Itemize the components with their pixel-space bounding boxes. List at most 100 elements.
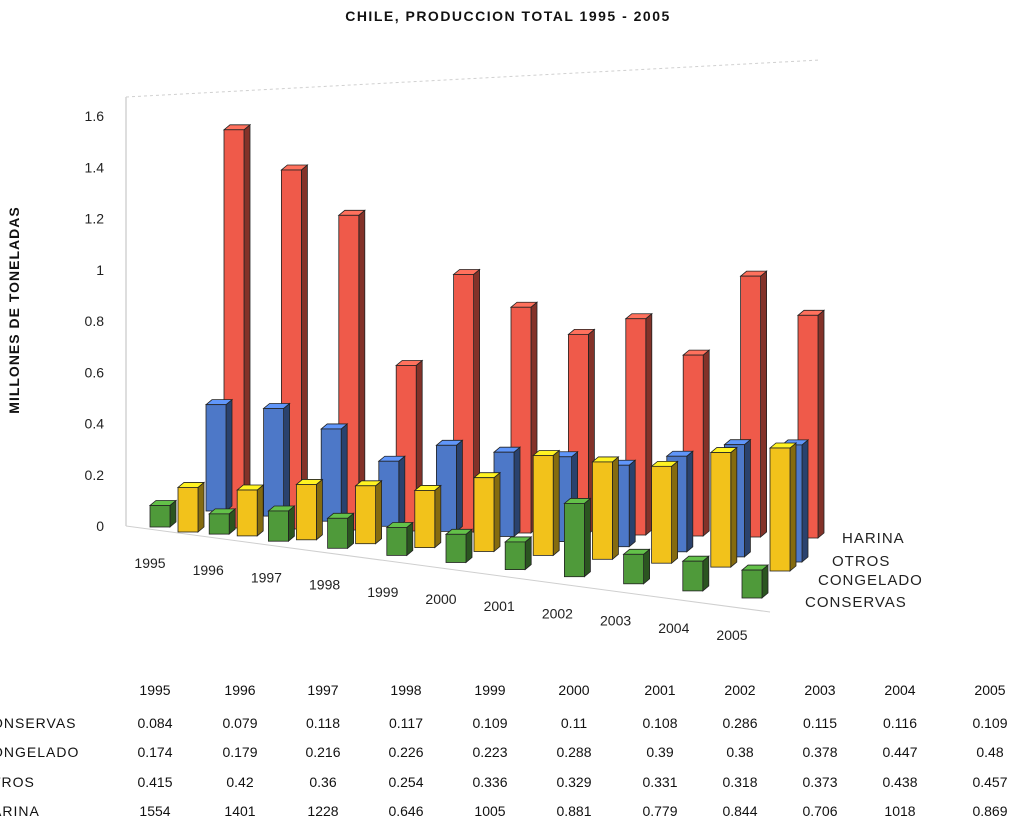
- bar-side: [434, 484, 442, 549]
- bar-conservas-1999: [385, 521, 414, 557]
- bar-conservas-2004: [681, 555, 710, 592]
- x-tick-label: 2003: [600, 613, 631, 629]
- table-cell: 0.286: [722, 715, 758, 731]
- bar-congelado-1996: [236, 484, 265, 537]
- bar-otros-1995: [204, 398, 234, 512]
- bar-congelado-2002: [591, 456, 620, 561]
- bar-side: [789, 442, 797, 572]
- bar-side: [524, 536, 532, 571]
- bar-side: [760, 270, 767, 538]
- bar-side: [493, 471, 501, 553]
- bar-side: [686, 450, 694, 553]
- bar-side: [347, 512, 355, 550]
- bar-front: [205, 404, 227, 512]
- bar-side: [256, 484, 264, 537]
- table-cell: 1005: [474, 803, 506, 819]
- series-depth-label: OTROS: [832, 553, 890, 570]
- x-tick-label: 1995: [134, 555, 165, 571]
- x-tick-label: 2002: [542, 605, 573, 621]
- table-cell: 0.39: [646, 744, 674, 760]
- table-row-label: ONSERVAS: [0, 715, 77, 731]
- x-tick-label: 2000: [425, 591, 456, 607]
- bar-side: [744, 438, 751, 558]
- bar-front: [320, 428, 342, 522]
- series-depth-label: CONGELADO: [818, 572, 923, 589]
- table-cell: 0.117: [389, 715, 423, 731]
- table-cell: 0.216: [305, 744, 341, 760]
- bar-side: [398, 455, 406, 528]
- bar-side: [730, 446, 738, 568]
- table-cell: 0.844: [722, 803, 758, 819]
- x-tick-label: 1998: [309, 577, 340, 593]
- table-cell: 1401: [224, 803, 256, 819]
- bar-front: [710, 452, 732, 568]
- y-tick-label: 1.6: [85, 108, 105, 124]
- bar-front: [149, 505, 171, 528]
- table-cell: 0.329: [556, 774, 592, 790]
- table-cell: 0.869: [972, 803, 1008, 819]
- y-tick-label: 0.2: [85, 467, 105, 483]
- bar-side: [513, 446, 521, 538]
- bar-conservas-1997: [267, 505, 296, 543]
- bar-front: [769, 447, 791, 572]
- bar-front: [208, 513, 230, 535]
- table-header-cell: 2000: [558, 682, 590, 698]
- table-cell: 0.336: [472, 774, 508, 790]
- bar-side: [628, 459, 636, 548]
- bar-side: [406, 521, 414, 557]
- bar-front: [473, 477, 495, 552]
- bar-congelado-1995: [176, 481, 206, 533]
- bar-conservas-1996: [208, 508, 237, 535]
- table-cell: 0.116: [883, 715, 917, 731]
- bar-side: [287, 505, 295, 543]
- bar-front: [355, 485, 377, 545]
- bar-side: [801, 439, 809, 563]
- table-cell: 0.084: [137, 715, 173, 731]
- bar-conservas-2003: [622, 548, 651, 585]
- bar-side: [465, 528, 473, 564]
- bar-front: [263, 408, 285, 517]
- x-tick-label: 1996: [193, 562, 224, 578]
- bar-front: [327, 517, 349, 549]
- bar-conservas-2000: [444, 528, 474, 564]
- bar-otros-1996: [262, 402, 291, 517]
- table-cell: 1554: [139, 803, 171, 819]
- table-cell: 0.646: [388, 803, 424, 819]
- y-tick-label: 1.4: [85, 159, 105, 175]
- data-table-row: ONSERVAS 0.084 0.079 0.118 0.117 0.109 0.11 0.1…: [0, 715, 1016, 735]
- bar-congelado-2004: [709, 446, 738, 568]
- table-cell: 0.318: [722, 774, 758, 790]
- y-tick-label: 1: [96, 262, 104, 278]
- y-tick-label: 0.6: [85, 364, 105, 380]
- table-cell: 0.447: [882, 744, 918, 760]
- x-tick-label: 2001: [484, 598, 515, 614]
- bar-front: [623, 553, 644, 585]
- table-cell: 0.118: [306, 715, 340, 731]
- bar-congelado-1998: [354, 479, 383, 545]
- table-cell: 0.438: [882, 774, 918, 790]
- table-header-cell: 1996: [224, 682, 256, 698]
- bar-front: [504, 541, 526, 570]
- table-cell: 0.415: [137, 774, 173, 790]
- bar-side: [612, 456, 619, 561]
- y-tick-label: 0.4: [85, 416, 105, 432]
- table-header-cell: 2005: [974, 682, 1006, 698]
- table-cell: 0.079: [222, 715, 258, 731]
- table-header-cell: 2004: [884, 682, 916, 698]
- bar-conservas-1998: [326, 512, 355, 550]
- table-cell: 0.288: [556, 744, 592, 760]
- bar-side: [375, 479, 383, 545]
- bar-front: [532, 455, 554, 556]
- table-cell: 0.36: [309, 774, 337, 790]
- y-tick-label: 1.2: [85, 211, 105, 227]
- series-depth-label: CONSERVAS: [805, 594, 907, 611]
- bar-side: [702, 555, 710, 592]
- bar-side: [283, 402, 291, 517]
- y-axis-label: MILLONES DE TONELADAS: [6, 206, 22, 414]
- bar-side: [243, 123, 251, 529]
- bar-front: [414, 490, 436, 548]
- table-row-label: ARINA: [0, 803, 40, 819]
- x-tick-label: 2005: [716, 627, 747, 643]
- y-tick-label: 0.8: [85, 313, 105, 329]
- bar-front: [177, 487, 199, 533]
